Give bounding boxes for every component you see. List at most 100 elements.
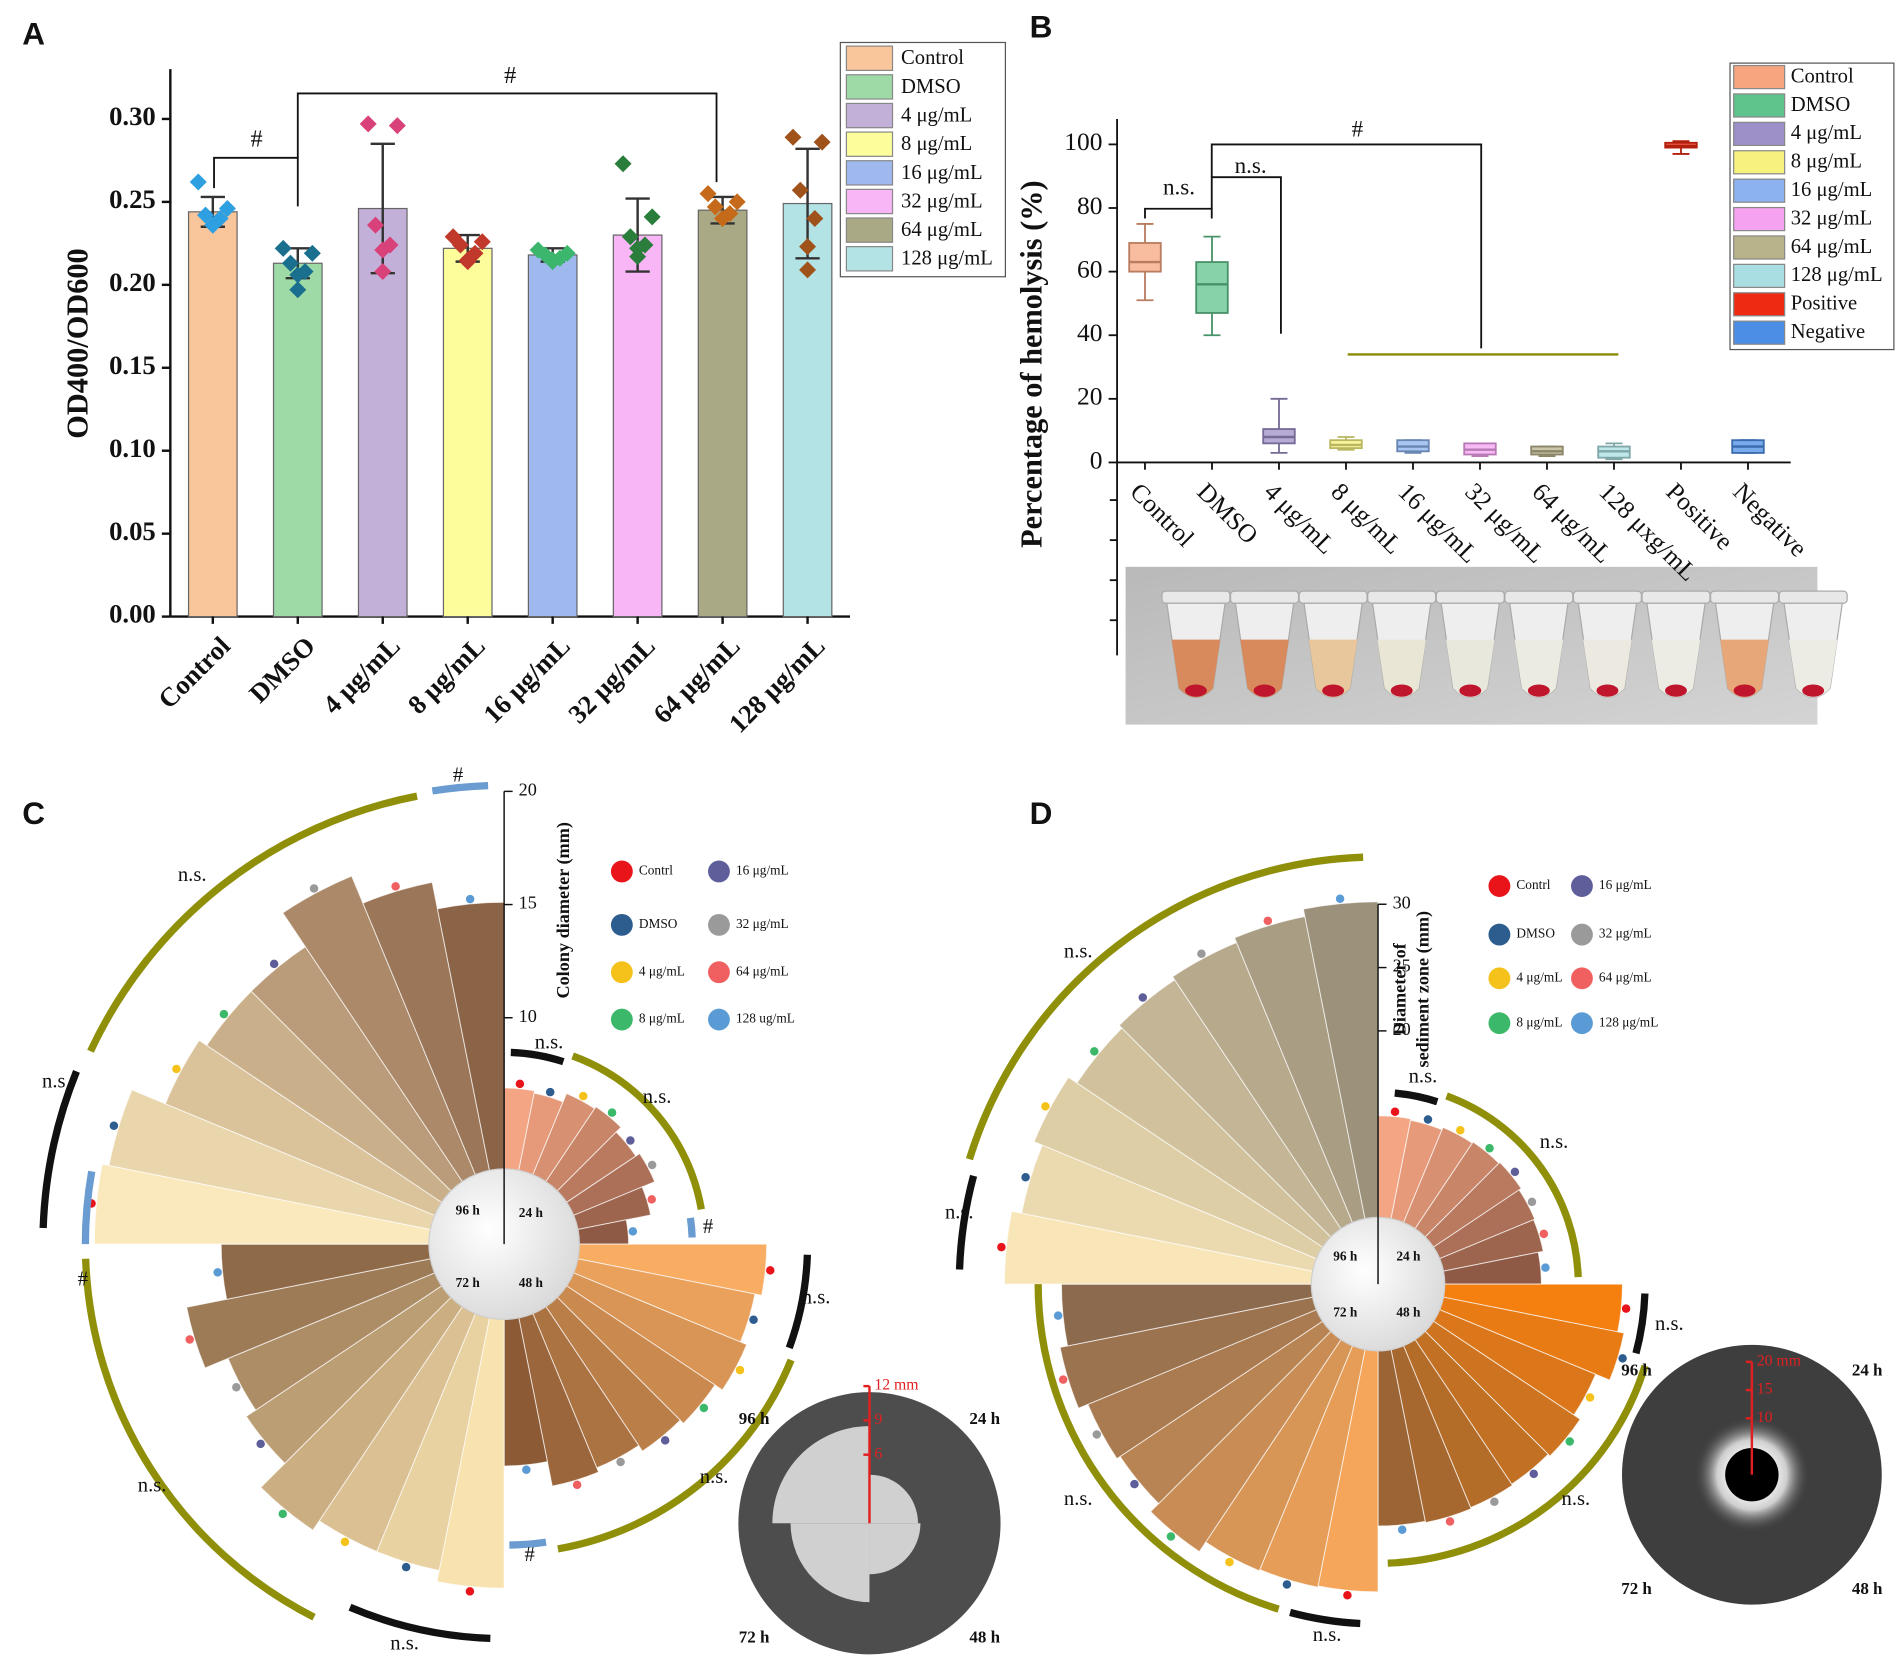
tube-liquid (1308, 639, 1358, 698)
legend-label: 8 μg/mL (1791, 151, 1862, 173)
data-point (359, 115, 377, 133)
group-arc (1394, 1089, 1439, 1106)
wedge-tip-dot (185, 1335, 194, 1344)
wedge-tip-dot (391, 882, 400, 891)
pellet (1459, 684, 1482, 697)
y-tick-label: 0 (1090, 445, 1103, 474)
bar (272, 262, 323, 618)
data-point (791, 181, 809, 199)
data-point (366, 216, 384, 234)
legend-label: 4 μg/mL (639, 963, 685, 978)
wedge-tip-dot (1166, 1532, 1176, 1541)
wedge-tip-dot (1138, 993, 1148, 1002)
legend-swatch (1733, 320, 1786, 345)
data-point (629, 248, 647, 266)
legend-swatch (1733, 235, 1786, 260)
y-tick-label: 0.20 (109, 267, 156, 297)
data-point (459, 253, 477, 271)
annotation: n.s. (802, 1286, 831, 1308)
tube-rim (1504, 590, 1574, 604)
y-tick-label: 40 (1077, 318, 1102, 347)
quadrant-label: 24 h (519, 1205, 544, 1220)
x-tick-label: 16 μg/mL (477, 631, 575, 729)
legend-label: 32 μg/mL (736, 916, 789, 931)
wedge-tip-dot (213, 1268, 222, 1277)
legend-swatch (845, 102, 894, 129)
wedge-tip-dot (1225, 1557, 1234, 1567)
data-point (388, 117, 406, 135)
legend-label: 8 μg/mL (901, 133, 972, 155)
colony (869, 1474, 919, 1524)
group-arc (81, 1170, 96, 1245)
data-point (806, 209, 824, 227)
legend-marker (708, 913, 730, 936)
legend-label: 8 μg/mL (1516, 1014, 1562, 1029)
legend-label: 32 μg/mL (1791, 207, 1873, 229)
group-arc (510, 1048, 565, 1066)
annotation: n.s. (1313, 1624, 1342, 1646)
tube-liquid (1240, 639, 1289, 698)
wedge-tip-dot (1092, 1430, 1102, 1439)
wedge-tip-dot (401, 1562, 411, 1572)
x-tick-label: Negative (1727, 477, 1813, 563)
legend-marker (1488, 967, 1511, 990)
inset-quadrant-label: 48 h (969, 1627, 1000, 1646)
wedge-tip-dot (1565, 1437, 1574, 1446)
data-point (197, 206, 215, 224)
tube-rim (1435, 590, 1505, 604)
wedge-tip-dot (1527, 1197, 1537, 1207)
annotation: # (703, 1216, 713, 1238)
x-tick-label: 8 μg/mL (1325, 477, 1408, 560)
wedge-tip-dot (647, 1195, 656, 1204)
pellet (1390, 684, 1413, 697)
panel-label: D (1030, 795, 1053, 831)
annotation: n.s. (1540, 1131, 1569, 1153)
legend-swatch (1733, 178, 1786, 203)
legend-marker (610, 961, 633, 984)
wedge (362, 881, 505, 1245)
group-arc (87, 792, 418, 1053)
inset-scale-label: 12 mm (874, 1377, 919, 1394)
wedge-tip-dot (1423, 1115, 1433, 1124)
quadrant-label: 96 h (1333, 1249, 1358, 1264)
tube-liquid (1171, 639, 1221, 698)
inset-scale-label: 15 (1757, 1381, 1773, 1398)
annotation: n.s. (700, 1466, 729, 1488)
pellet (1596, 684, 1619, 697)
bar (442, 247, 493, 618)
wedge-tip-dot (1282, 1580, 1292, 1589)
legend-marker (1571, 967, 1593, 990)
wedge-tip-dot (628, 1227, 638, 1236)
inset-quadrant-label: 72 h (1621, 1579, 1652, 1598)
wedge (186, 1243, 505, 1369)
tube-liquid (1583, 639, 1632, 698)
wedge-tip-dot (699, 1403, 709, 1413)
colony (790, 1523, 870, 1603)
significance-bracket (1210, 176, 1282, 334)
wedge (282, 875, 505, 1245)
tube-liquid (1651, 639, 1701, 698)
x-tick-label: Control (1124, 477, 1200, 553)
quadrant-label: 96 h (456, 1202, 481, 1217)
tube-rim (1229, 590, 1300, 604)
wedge-tip-dot (172, 1064, 181, 1074)
wedge (1059, 1283, 1379, 1409)
wedge-tip-dot (465, 894, 475, 904)
radial-tick-label: 20 (519, 780, 537, 800)
legend-marker (1571, 875, 1593, 897)
legend-label: 128 ug/mL (736, 1011, 795, 1026)
radial-axis-label: sediment zone (mm) (1412, 911, 1433, 1068)
legend-swatch (845, 217, 894, 243)
legend-marker (1488, 1012, 1511, 1035)
wedge-tip-dot (545, 1087, 555, 1097)
x-tick-label: 4 μg/mL (1258, 477, 1341, 560)
legend-label: 128 μg/mL (1791, 264, 1883, 286)
inset-quadrant-label: 96 h (1621, 1360, 1652, 1379)
legend-label: Control (901, 47, 964, 69)
legend-label: 8 μg/mL (639, 1011, 685, 1026)
legend-marker (1488, 923, 1511, 946)
radial-tick-label: 30 (1393, 892, 1411, 912)
legend-swatch (1733, 263, 1786, 289)
data-point (614, 155, 632, 173)
legend-swatch (1733, 292, 1786, 317)
